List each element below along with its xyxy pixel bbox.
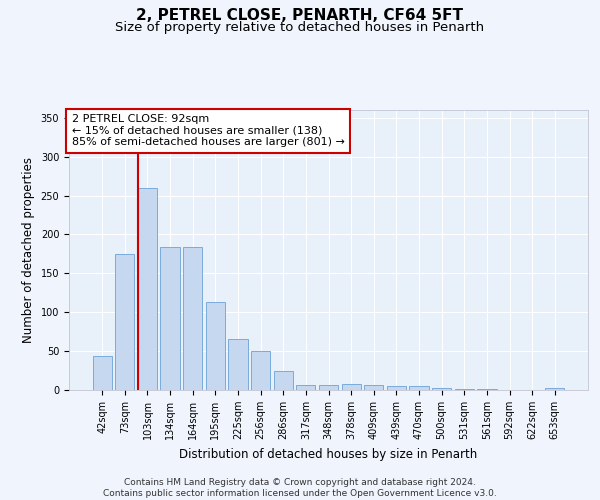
Bar	[229, 340, 248, 390]
Bar	[92, 356, 112, 390]
Text: 2 PETREL CLOSE: 92sqm
← 15% of detached houses are smaller (138)
85% of semi-det: 2 PETREL CLOSE: 92sqm ← 15% of detached …	[71, 114, 344, 148]
Bar	[296, 384, 316, 390]
Bar	[138, 188, 157, 390]
Bar	[251, 351, 270, 390]
Text: Size of property relative to detached houses in Penarth: Size of property relative to detached ho…	[115, 21, 485, 34]
Bar	[387, 386, 406, 390]
Bar	[455, 389, 474, 390]
Text: Contains HM Land Registry data © Crown copyright and database right 2024.
Contai: Contains HM Land Registry data © Crown c…	[103, 478, 497, 498]
Bar	[432, 388, 451, 390]
Bar	[319, 384, 338, 390]
Bar	[364, 384, 383, 390]
X-axis label: Distribution of detached houses by size in Penarth: Distribution of detached houses by size …	[179, 448, 478, 460]
Bar	[160, 247, 180, 390]
Y-axis label: Number of detached properties: Number of detached properties	[22, 157, 35, 343]
Bar	[183, 247, 202, 390]
Bar	[341, 384, 361, 390]
Bar	[409, 386, 428, 390]
Bar	[206, 302, 225, 390]
Bar	[477, 389, 497, 390]
Bar	[274, 370, 293, 390]
Text: 2, PETREL CLOSE, PENARTH, CF64 5FT: 2, PETREL CLOSE, PENARTH, CF64 5FT	[137, 8, 464, 22]
Bar	[545, 388, 565, 390]
Bar	[115, 254, 134, 390]
